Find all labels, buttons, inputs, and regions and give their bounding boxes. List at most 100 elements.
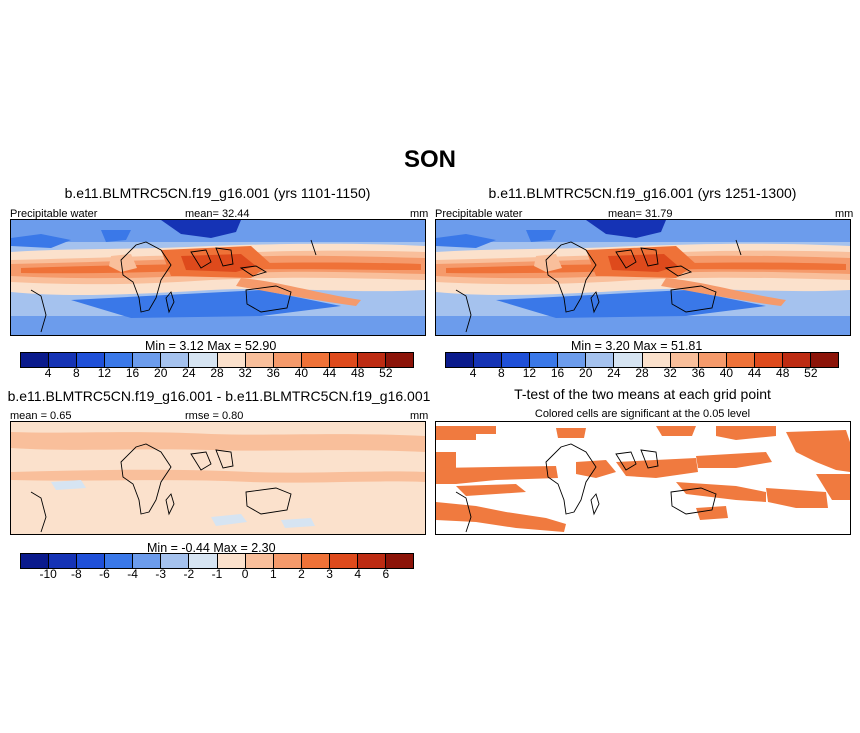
panel2-title: b.e11.BLMTRC5CN.f19_g16.001 (yrs 1251-13… — [488, 185, 797, 201]
colorbar-swatch — [161, 554, 190, 568]
panel3-minmax: Min = -0.44 Max = 2.30 — [147, 541, 276, 555]
colorbar-swatch — [133, 353, 162, 367]
panel4-title: T-test of the two means at each grid poi… — [514, 386, 771, 402]
colorbar-tick-label: 6 — [382, 567, 390, 581]
colorbar-tick-label: 12 — [522, 366, 537, 380]
panel2-map-svg — [436, 220, 850, 335]
colorbar-tick-label: 24 — [607, 366, 621, 380]
colorbar-tick-label: 28 — [635, 366, 649, 380]
colorbar-tick-label: -2 — [183, 567, 195, 581]
panel1-title: b.e11.BLMTRC5CN.f19_g16.001 (yrs 1101-11… — [64, 185, 371, 201]
colorbar-swatch — [273, 353, 302, 367]
colorbar-tick-label: 32 — [663, 366, 677, 380]
panel1-minmax: Min = 3.12 Max = 52.90 — [145, 339, 277, 353]
colorbar-3 — [20, 553, 414, 569]
colorbar-tick-label: 52 — [804, 366, 818, 380]
colorbar-swatch — [245, 353, 274, 367]
colorbar-swatch — [357, 554, 387, 568]
colorbar-tick-label: -1 — [211, 567, 223, 581]
colorbar-swatch — [161, 353, 190, 367]
colorbar-swatch — [245, 554, 274, 568]
colorbar-swatch — [811, 353, 839, 367]
colorbar-swatch — [642, 353, 671, 367]
colorbar-tick-label: 24 — [182, 366, 196, 380]
colorbar-swatch — [614, 353, 643, 367]
panel1-map — [10, 219, 426, 336]
colorbar-tick-label: 28 — [210, 366, 224, 380]
colorbar-tick-label: 44 — [322, 366, 337, 380]
colorbar-swatch — [502, 353, 531, 367]
colorbar-tick-label: 48 — [351, 366, 365, 380]
colorbar-tick-label: 20 — [579, 366, 593, 380]
colorbar-swatch — [386, 554, 414, 568]
colorbar-swatch — [558, 353, 587, 367]
panel1-mean-label: mean= 32.44 — [185, 208, 250, 220]
colorbar-tick-label: 8 — [72, 366, 80, 380]
colorbar-swatch — [189, 353, 218, 367]
colorbar-2-ticks: 4 8 12 16 20 24 28 32 36 40 44 48 52 — [445, 366, 839, 380]
panel3-map-svg — [11, 422, 425, 534]
colorbar-swatch — [21, 353, 50, 367]
panel2-mean-label: mean= 31.79 — [608, 208, 673, 220]
colorbar-tick-label: 32 — [238, 366, 252, 380]
colorbar-tick-label: 2 — [298, 567, 305, 581]
colorbar-tick-label: 4 — [44, 366, 52, 380]
colorbar-swatch — [586, 353, 615, 367]
colorbar-tick-label: 4 — [469, 366, 477, 380]
colorbar-tick-label: 48 — [776, 366, 790, 380]
colorbar-swatch — [21, 554, 50, 568]
panel3-title: b.e11.BLMTRC5CN.f19_g16.001 - b.e11.BLMT… — [7, 388, 431, 404]
colorbar-swatch — [77, 353, 106, 367]
figure-title: SON — [403, 146, 456, 173]
colorbar-swatch — [301, 353, 330, 367]
colorbar-tick-label: -8 — [70, 567, 82, 581]
colorbar-2 — [445, 352, 839, 368]
colorbar-swatch — [670, 353, 699, 367]
colorbar-tick-label: 40 — [294, 366, 309, 380]
colorbar-swatch — [726, 353, 755, 367]
panel3-mean-label: mean = 0.65 — [10, 410, 72, 422]
colorbar-tick-label: 52 — [379, 366, 393, 380]
colorbar-swatch — [329, 353, 358, 367]
colorbar-tick-label: 36 — [266, 366, 280, 380]
panel1-map-svg — [11, 220, 425, 335]
colorbar-swatch — [530, 353, 559, 367]
colorbar-tick-label: 3 — [326, 567, 333, 581]
colorbar-tick-label: -3 — [155, 567, 167, 581]
colorbar-tick-label: 0 — [241, 567, 249, 581]
colorbar-tick-label: -6 — [99, 567, 110, 581]
colorbar-tick-label: -10 — [39, 567, 57, 581]
colorbar-swatch — [273, 554, 302, 568]
colorbar-tick-label: 8 — [497, 366, 505, 380]
colorbar-swatch — [49, 554, 78, 568]
colorbar-3-ticks: -10 -8 -6 -4 -3 -2 -1 0 1 2 3 4 6 — [20, 567, 414, 581]
colorbar-swatch — [105, 353, 134, 367]
colorbar-swatch — [301, 554, 330, 568]
panel4-subtitle: Colored cells are significant at the 0.0… — [534, 408, 751, 420]
colorbar-swatch — [217, 554, 246, 568]
colorbar-swatch — [782, 353, 812, 367]
colorbar-tick-label: -4 — [127, 567, 138, 581]
colorbar-tick-label: 36 — [691, 366, 705, 380]
colorbar-tick-label: 44 — [747, 366, 762, 380]
colorbar-swatch — [329, 554, 358, 568]
colorbar-swatch — [133, 554, 162, 568]
panel3-units-label: mm — [410, 410, 429, 422]
colorbar-swatch — [77, 554, 106, 568]
colorbar-swatch — [386, 353, 414, 367]
colorbar-1-ticks: 4 8 12 16 20 24 28 32 36 40 44 48 52 — [20, 366, 414, 380]
panel1-variable-label: Precipitable water — [10, 208, 98, 220]
colorbar-tick-label: 1 — [269, 567, 277, 581]
colorbar-tick-label: 12 — [97, 366, 112, 380]
panel2-units-label: mm — [835, 208, 854, 220]
panel4-map — [435, 421, 851, 535]
panel2-minmax: Min = 3.20 Max = 51.81 — [571, 339, 703, 353]
panel1-units-label: mm — [410, 208, 429, 220]
colorbar-tick-label: 4 — [354, 567, 362, 581]
colorbar-tick-label: 16 — [125, 366, 140, 380]
colorbar-1 — [20, 352, 414, 368]
colorbar-tick-label: 20 — [154, 366, 168, 380]
panel3-map — [10, 421, 426, 535]
colorbar-tick-label: 16 — [550, 366, 565, 380]
colorbar-swatch — [474, 353, 503, 367]
